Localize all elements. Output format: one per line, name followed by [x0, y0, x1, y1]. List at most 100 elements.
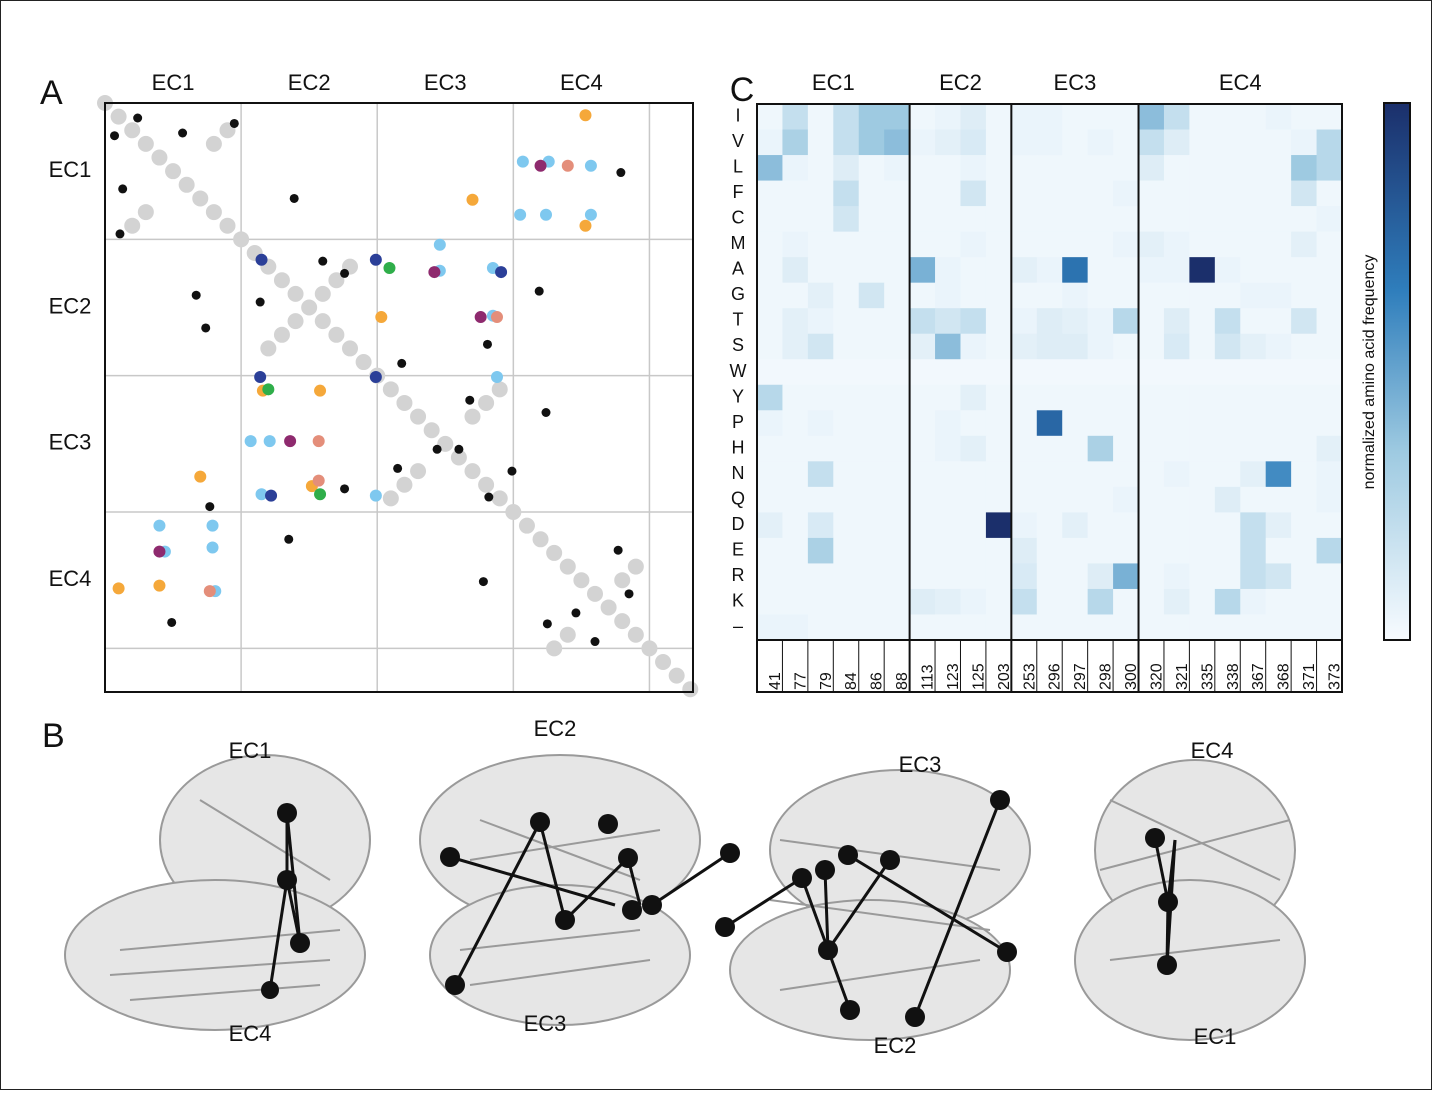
heatmap-cell: [1214, 282, 1241, 309]
heatmap-cell: [909, 614, 936, 641]
heatmap-cell: [1138, 206, 1165, 233]
heatmap-cell: [1291, 359, 1318, 386]
local-contact: [314, 313, 331, 330]
heatmap-cell: [960, 461, 987, 488]
heatmap-cell: [1316, 231, 1343, 258]
heatmap-cell: [1240, 104, 1267, 131]
heatmap-cell: [1291, 333, 1318, 360]
heatmap-cell: [1189, 435, 1216, 462]
column-label: 321: [1174, 663, 1191, 690]
heatmap-cell: [1087, 614, 1114, 641]
column-label: 297: [1072, 663, 1089, 690]
local-contact: [328, 326, 345, 343]
heatmap-cell: [909, 537, 936, 564]
heatmap-cell: [1036, 461, 1063, 488]
heatmap-cell: [935, 410, 961, 437]
contact-point: [624, 589, 634, 599]
local-contact: [668, 667, 685, 684]
heatmap-cell: [909, 282, 936, 309]
contact-point: [579, 109, 592, 122]
heatmap-cell: [1011, 231, 1038, 258]
local-contact: [627, 558, 644, 575]
heatmap-cell: [757, 384, 783, 411]
heatmap-cell: [985, 359, 1012, 386]
local-contact: [614, 572, 631, 589]
heatmap-cell: [757, 104, 783, 131]
heatmap-cell: [909, 461, 936, 488]
heatmap-cell: [1036, 588, 1063, 615]
heatmap-cell: [909, 308, 936, 335]
local-contact: [478, 394, 495, 411]
contact-point: [112, 582, 125, 595]
heatmap-cell: [1291, 486, 1318, 513]
heatmap-cell: [935, 588, 961, 615]
local-contact: [464, 463, 481, 480]
contact-point: [255, 488, 268, 501]
column-label: 373: [1327, 663, 1344, 690]
column-label: 320: [1148, 663, 1165, 690]
heatmap-cell: [1011, 359, 1038, 386]
heatmap-cell: [884, 155, 911, 182]
contact-point: [561, 159, 574, 172]
contact-point: [118, 184, 128, 194]
heatmap-cell: [1316, 537, 1343, 564]
heatmap-cell: [1291, 410, 1318, 437]
heatmap-cell: [1291, 231, 1318, 258]
heatmap-cell: [909, 257, 936, 284]
heatmap-cell: [782, 333, 809, 360]
heatmap-cell: [1189, 461, 1216, 488]
heatmap-cell: [1214, 563, 1241, 590]
heatmap-cell: [1036, 512, 1063, 539]
heatmap-cell: [1240, 384, 1267, 411]
column-label: 298: [1098, 663, 1115, 690]
heatmap-cell: [884, 308, 911, 335]
heatmap-cell: [960, 104, 987, 131]
heatmap-cell: [782, 537, 809, 564]
heatmap-cell: [1163, 308, 1190, 335]
heatmap-cell: [1240, 257, 1267, 284]
heatmap-cell: [1214, 333, 1241, 360]
heatmap-cell: [960, 308, 987, 335]
heatmap-cell: [1214, 257, 1241, 284]
contact-point: [289, 193, 299, 203]
column-label: 123: [945, 663, 962, 690]
heatmap-cell: [1036, 333, 1063, 360]
contact-point: [205, 502, 215, 512]
section-label: EC1: [812, 70, 855, 95]
domain-label: EC2: [534, 716, 577, 741]
heatmap-cell: [1291, 588, 1318, 615]
heatmap-cell: [935, 384, 961, 411]
heatmap-cell: [1087, 104, 1114, 131]
contact-point: [534, 159, 547, 172]
heatmap-cell: [782, 486, 809, 513]
heatmap-cell: [833, 282, 860, 309]
heatmap-cell: [1265, 257, 1292, 284]
heatmap-cell: [1113, 308, 1140, 335]
row-label: Y: [732, 386, 744, 406]
heatmap-cell: [1189, 257, 1216, 284]
heatmap-cell: [1189, 231, 1216, 258]
heatmap-cell: [884, 384, 911, 411]
heatmap-cell: [985, 180, 1012, 207]
column-label: 335: [1199, 663, 1216, 690]
heatmap-cell: [757, 512, 783, 539]
heatmap-cell: [1011, 129, 1038, 156]
local-contact: [382, 490, 399, 507]
heatmap-cell: [1189, 180, 1216, 207]
heatmap-cell: [807, 308, 834, 335]
heatmap-cell: [858, 359, 885, 386]
local-contact: [233, 231, 250, 248]
heatmap-cell: [782, 461, 809, 488]
heatmap-cell: [807, 563, 834, 590]
local-contact: [491, 490, 508, 507]
heatmap-cell: [1087, 486, 1114, 513]
heatmap-cell: [1062, 512, 1089, 539]
heatmap-cell: [1214, 155, 1241, 182]
heatmap-cell: [858, 435, 885, 462]
heatmap-cell: [1189, 410, 1216, 437]
column-label: 86: [869, 672, 886, 690]
heatmap-cell: [1291, 155, 1318, 182]
row-label: N: [732, 463, 745, 483]
heatmap-cell: [985, 537, 1012, 564]
heatmap-cell: [858, 129, 885, 156]
